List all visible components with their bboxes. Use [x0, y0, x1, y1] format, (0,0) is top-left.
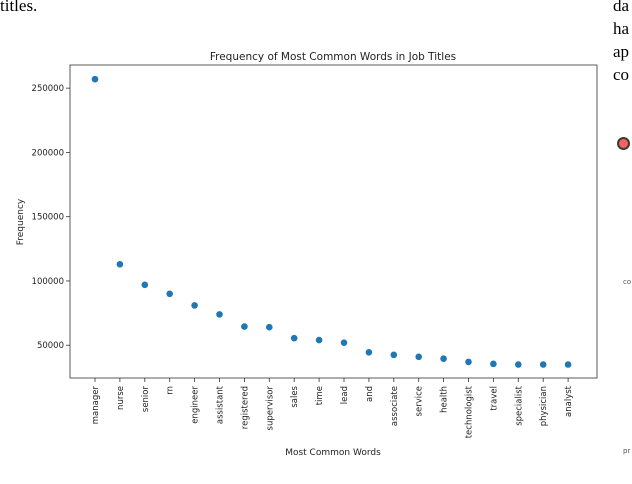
data-point: [440, 355, 447, 363]
x-tick-label: manager: [91, 386, 101, 425]
x-tick-label: specialist: [514, 385, 524, 425]
x-tick-label: service: [415, 386, 425, 416]
y-tick-label: 50000: [37, 341, 64, 351]
data-point: [340, 339, 348, 346]
data-point: [91, 75, 99, 83]
data-point: [290, 334, 298, 342]
x-tick-label: time: [315, 386, 325, 405]
x-tick-label: nurse: [116, 386, 126, 410]
x-tick-label: rn: [166, 386, 176, 395]
data-point: [191, 302, 198, 309]
data-point: [415, 353, 423, 361]
data-point: [465, 358, 472, 366]
data-point: [564, 361, 572, 368]
x-tick-label: supervisor: [265, 385, 275, 430]
data-point: [266, 323, 273, 331]
x-axis-label: Most Common Words: [285, 448, 381, 458]
y-axis-label: Frequency: [16, 198, 26, 245]
x-tick-label: travel: [489, 386, 499, 411]
data-point: [241, 323, 248, 330]
text-fragment-right-1: da: [613, 0, 630, 15]
y-tick-label: 250000: [32, 84, 64, 94]
text-fragment-right-3: ap: [613, 42, 630, 61]
record-indicator-icon: [619, 139, 628, 148]
x-tick-label: lead: [340, 386, 350, 404]
side-label-1: co: [623, 278, 632, 286]
x-tick-label: senior: [141, 386, 151, 413]
text-fragment-right-4: co: [613, 65, 630, 84]
data-points: [91, 75, 572, 368]
data-point: [390, 351, 398, 359]
x-tick-label: technologist: [465, 385, 475, 438]
x-tick-label: assistant: [216, 385, 226, 424]
x-tick-label: engineer: [191, 385, 201, 423]
data-point: [315, 336, 323, 344]
y-axis: 50000 100000 150000 200000 250000: [32, 84, 70, 351]
x-tick-label: and: [365, 386, 375, 402]
plot-frame: [69, 64, 598, 379]
y-tick-label: 100000: [32, 277, 64, 287]
x-tick-label: health: [440, 386, 450, 413]
chart-title: Frequency of Most Common Words in Job Ti…: [210, 51, 456, 63]
data-point: [515, 361, 522, 368]
y-tick-label: 150000: [32, 213, 64, 223]
data-point: [116, 260, 124, 268]
text-fragment-left: titles.: [0, 0, 38, 15]
data-point: [365, 348, 373, 356]
data-point: [216, 311, 223, 318]
data-point: [539, 361, 547, 368]
data-point: [141, 281, 149, 289]
data-point: [490, 360, 497, 368]
x-tick-label: sales: [290, 385, 300, 407]
x-tick-label: physician: [539, 386, 549, 426]
x-tick-label: registered: [240, 386, 250, 429]
x-tick-label: associate: [390, 386, 400, 426]
data-point: [166, 290, 173, 298]
x-axis: manager nurse senior rn engineer assistant reg…: [91, 378, 574, 438]
y-tick-label: 200000: [32, 148, 64, 158]
side-label-2: pr: [623, 447, 631, 455]
x-tick-label: analyst: [564, 385, 574, 417]
text-fragment-right-2: ha: [613, 19, 630, 38]
